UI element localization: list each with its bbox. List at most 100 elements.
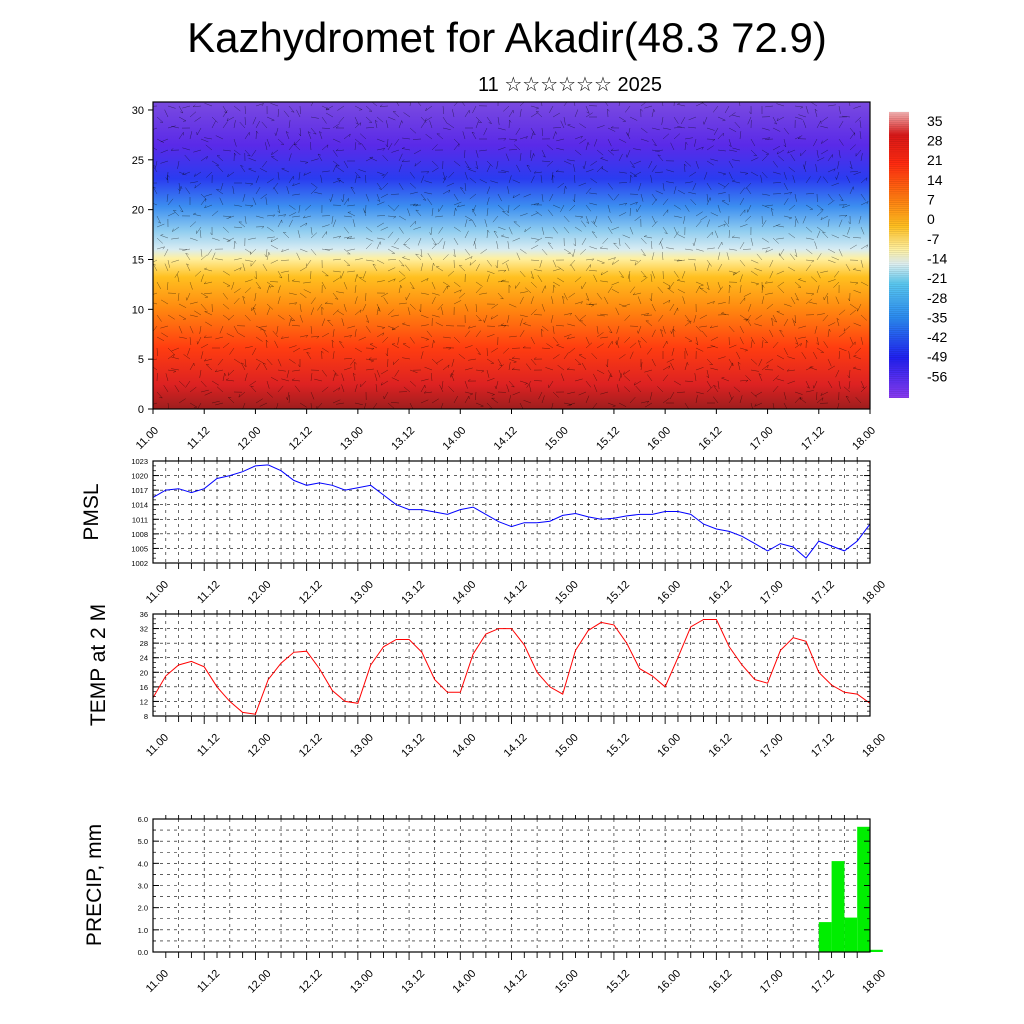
heatmap-xtick-label: 14.00 — [440, 425, 468, 453]
wind-vector-strokes — [153, 102, 869, 409]
chart-title: Kazhydromet for Akadir(48.3 72.9) — [187, 14, 827, 61]
colorbar-label: -42 — [927, 329, 947, 345]
xtick-label: 18.00 — [860, 732, 888, 760]
heatmap-xtick-label: 11.00 — [134, 425, 161, 452]
xtick-label: 17.00 — [758, 732, 786, 760]
ytick-label: 1005 — [131, 544, 148, 553]
xtick-label: 11.00 — [144, 579, 171, 606]
precip-grid — [153, 819, 870, 952]
xtick-label: 15.12 — [604, 579, 632, 607]
xtick-label: 17.00 — [758, 968, 786, 996]
pmsl-panel: 1002 1005 1008 1011 1014 1017 1020 1023 11.00 11.… — [80, 457, 888, 607]
temp-ylabel: TEMP at 2 M — [87, 604, 110, 726]
ytick-label: 1017 — [131, 486, 148, 495]
xtick-label: 14.00 — [450, 579, 478, 607]
xtick-label: 16.12 — [707, 732, 735, 760]
xtick-label: 11.12 — [195, 732, 222, 759]
precip-bar — [831, 861, 845, 952]
colorbar: 35 28 21 14 7 0 -7 -14 -21 -28 -35 -42 -49 -56 — [889, 111, 947, 398]
ytick-label: 1008 — [131, 530, 148, 539]
precip-bars — [818, 826, 883, 952]
ytick-label: 2.0 — [138, 904, 148, 913]
temp-panel: 8 12 16 20 24 28 32 36 11.00 11.12 12.00 12.12 13.00… — [87, 604, 888, 760]
xtick-label: 16.12 — [707, 968, 735, 996]
xtick-label: 12.00 — [246, 968, 274, 996]
ytick-label: 1023 — [131, 457, 148, 466]
heatmap-x-axis: 11.00 11.12 12.00 12.12 13.00 13.12 14.00 14.12… — [134, 409, 878, 453]
xtick-label: 12.00 — [246, 732, 274, 760]
heatmap-xtick-label: 13.00 — [338, 425, 366, 453]
heatmap-xtick-label: 11.12 — [185, 425, 212, 452]
xtick-label: 18.00 — [860, 579, 888, 607]
colorbar-label: -14 — [927, 250, 947, 266]
ytick-label: 12 — [140, 697, 148, 706]
xtick-label: 13.00 — [348, 968, 376, 996]
heatmap-xtick-label: 12.12 — [287, 425, 315, 453]
colorbar-label: 28 — [927, 133, 943, 149]
xtick-label: 11.12 — [195, 968, 222, 995]
heatmap-xtick-label: 15.12 — [594, 425, 622, 453]
colorbar-label: 35 — [927, 113, 943, 129]
colorbar-label: -56 — [927, 368, 947, 384]
xtick-label: 13.00 — [348, 579, 376, 607]
heatmap-ytick-label: 10 — [132, 304, 144, 316]
colorbar-gradient — [889, 112, 909, 398]
pmsl-axes: 1002 1005 1008 1011 1014 1017 1020 1023 11.00 11.… — [131, 457, 888, 607]
colorbar-label: 7 — [927, 191, 935, 207]
xtick-label: 15.12 — [604, 968, 632, 996]
ytick-label: 1.0 — [138, 926, 148, 935]
ytick-label: 1002 — [131, 559, 148, 568]
pmsl-grid — [153, 460, 870, 564]
heatmap-y-axis: 0 5 10 15 20 25 30 — [132, 105, 153, 416]
pmsl-ylabel: PMSL — [80, 483, 103, 540]
xtick-label: 17.12 — [809, 732, 837, 760]
xtick-label: 17.12 — [809, 968, 837, 996]
ytick-label: 1011 — [132, 515, 148, 524]
heatmap-xtick-label: 17.12 — [799, 425, 827, 453]
xtick-label: 11.00 — [144, 968, 171, 995]
xtick-label: 14.12 — [502, 732, 530, 760]
heatmap-xtick-label: 15.00 — [543, 425, 571, 453]
xtick-label: 17.00 — [758, 579, 786, 607]
ytick-label: 8 — [144, 712, 148, 721]
colorbar-label: -7 — [927, 231, 940, 247]
pmsl-series-line — [152, 464, 871, 559]
ytick-label: 6.0 — [138, 815, 148, 824]
colorbar-label: -49 — [927, 349, 947, 365]
xtick-label: 14.00 — [450, 968, 478, 996]
colorbar-label: 21 — [927, 152, 943, 168]
precip-panel: 0.0 1.0 2.0 3.0 4.0 5.0 6.0 11.00 11.12 12.00 12.1… — [83, 815, 888, 996]
colorbar-label: -21 — [927, 270, 947, 286]
xtick-label: 11.12 — [195, 579, 222, 606]
heatmap-ytick-label: 15 — [132, 254, 144, 266]
xtick-label: 14.00 — [450, 732, 478, 760]
xtick-label: 15.00 — [553, 968, 581, 996]
xtick-label: 13.12 — [399, 968, 427, 996]
precip-bar — [870, 949, 883, 952]
xtick-label: 11.00 — [144, 732, 171, 759]
heatmap-ytick-label: 0 — [138, 404, 144, 416]
xtick-label: 17.12 — [809, 579, 837, 607]
heatmap-xtick-label: 12.00 — [236, 425, 264, 453]
ytick-label: 24 — [140, 654, 148, 663]
colorbar-label: -28 — [927, 290, 947, 306]
heatmap-xtick-label: 18.00 — [850, 425, 878, 453]
xtick-label: 16.00 — [655, 968, 683, 996]
chart-subtitle: 11 ☆☆☆☆☆☆ 2025 — [478, 74, 662, 96]
colorbar-label: 0 — [927, 211, 935, 227]
heatmap-xtick-label: 13.12 — [389, 425, 417, 453]
xtick-label: 18.00 — [860, 968, 888, 996]
xtick-label: 13.00 — [348, 732, 376, 760]
xtick-label: 15.00 — [553, 579, 581, 607]
heatmap-field — [153, 102, 870, 409]
heatmap-xtick-label: 14.12 — [492, 425, 520, 453]
heatmap-xtick-label: 16.12 — [697, 425, 725, 453]
xtick-label: 15.12 — [604, 732, 632, 760]
heatmap-ytick-label: 20 — [132, 205, 144, 217]
colorbar-labels: 35 28 21 14 7 0 -7 -14 -21 -28 -35 -42 -49 -56 — [927, 113, 947, 385]
xtick-label: 12.00 — [246, 579, 274, 607]
precip-ylabel: PRECIP, mm — [83, 824, 106, 946]
precip-bar — [857, 826, 870, 952]
xtick-label: 16.12 — [707, 579, 735, 607]
